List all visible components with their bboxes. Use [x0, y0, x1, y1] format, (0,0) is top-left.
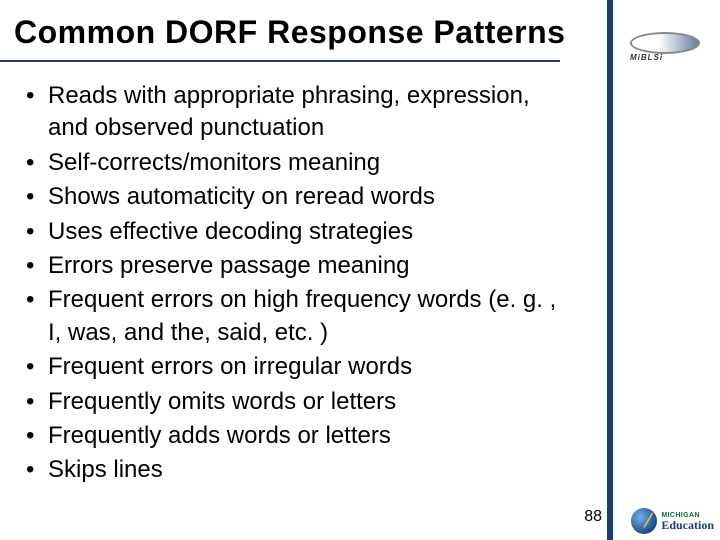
bullet-text: Self-corrects/monitors meaning [48, 147, 564, 179]
bullet-text: Errors preserve passage meaning [48, 250, 564, 282]
bullet-text: Reads with appropriate phrasing, express… [48, 80, 564, 145]
bullet-text: Frequent errors on high frequency words … [48, 284, 564, 349]
vertical-accent-bar [607, 0, 613, 540]
bullet-text: Frequently adds words or letters [48, 420, 564, 452]
title-underline [0, 60, 560, 62]
logo-education-text: Education [661, 519, 714, 531]
bullet-icon: • [24, 351, 48, 383]
list-item: • Shows automaticity on reread words [24, 181, 564, 213]
list-item: • Skips lines [24, 454, 564, 486]
bullet-text: Skips lines [48, 454, 564, 486]
bullet-icon: • [24, 147, 48, 179]
bullet-icon: • [24, 80, 48, 112]
bullet-icon: • [24, 386, 48, 418]
miblsi-logo: MiBLSi [618, 28, 712, 58]
bullet-text: Shows automaticity on reread words [48, 181, 564, 213]
logo-top-text: MiBLSi [630, 53, 663, 62]
bullet-text: Frequent errors on irregular words [48, 351, 564, 383]
logo-ellipse-icon [630, 32, 700, 54]
michigan-education-logo: ⟋ MICHIGAN Education [631, 508, 714, 534]
list-item: • Frequent errors on irregular words [24, 351, 564, 383]
list-item: • Frequently omits words or letters [24, 386, 564, 418]
slide-title: Common DORF Response Patterns [14, 14, 565, 51]
logo-text-stack: MICHIGAN Education [661, 512, 714, 531]
list-item: • Frequently adds words or letters [24, 420, 564, 452]
list-item: • Reads with appropriate phrasing, expre… [24, 80, 564, 145]
list-item: • Frequent errors on high frequency word… [24, 284, 564, 349]
bullet-text: Frequently omits words or letters [48, 386, 564, 418]
bullet-icon: • [24, 284, 48, 316]
list-item: • Uses effective decoding strategies [24, 216, 564, 248]
bullet-icon: • [24, 420, 48, 452]
bullet-icon: • [24, 216, 48, 248]
bullet-list: • Reads with appropriate phrasing, expre… [24, 80, 564, 489]
bullet-icon: • [24, 250, 48, 282]
swoosh-icon: ⟋ [642, 512, 656, 532]
list-item: • Self-corrects/monitors meaning [24, 147, 564, 179]
globe-icon: ⟋ [631, 508, 657, 534]
page-number: 88 [584, 508, 602, 526]
bullet-icon: • [24, 181, 48, 213]
slide: Common DORF Response Patterns • Reads wi… [0, 0, 720, 540]
list-item: • Errors preserve passage meaning [24, 250, 564, 282]
bullet-text: Uses effective decoding strategies [48, 216, 564, 248]
bullet-icon: • [24, 454, 48, 486]
